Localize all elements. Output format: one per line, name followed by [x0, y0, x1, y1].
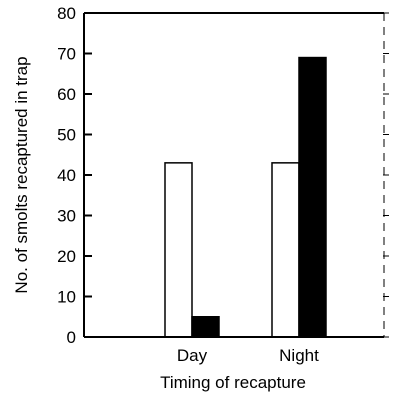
x-axis-title: Timing of recapture — [160, 373, 306, 392]
y-axis-ticks: 0 10 20 30 40 50 60 70 80 — [57, 4, 389, 347]
y-tick-label: 50 — [57, 126, 76, 145]
y-tick-label: 20 — [57, 247, 76, 266]
y-tick-label: 70 — [57, 45, 76, 64]
x-tick-label-night: Night — [279, 346, 319, 365]
y-axis-title: No. of smolts recaptured in trap — [12, 56, 31, 293]
y-tick-label: 40 — [57, 166, 76, 185]
y-tick-label: 0 — [67, 328, 76, 347]
bar-night-series-2 — [298, 56, 327, 338]
bars-group — [164, 56, 327, 338]
bar-day-series-1 — [164, 162, 193, 338]
x-axis-ticks: Day Night — [177, 346, 319, 365]
y-tick-label: 80 — [57, 4, 76, 23]
y-tick-label: 60 — [57, 85, 76, 104]
y-tick-label: 30 — [57, 207, 76, 226]
x-tick-label-day: Day — [177, 346, 208, 365]
bar-day-series-2 — [191, 316, 220, 338]
y-tick-label: 10 — [57, 288, 76, 307]
bar-night-series-1 — [271, 162, 300, 338]
